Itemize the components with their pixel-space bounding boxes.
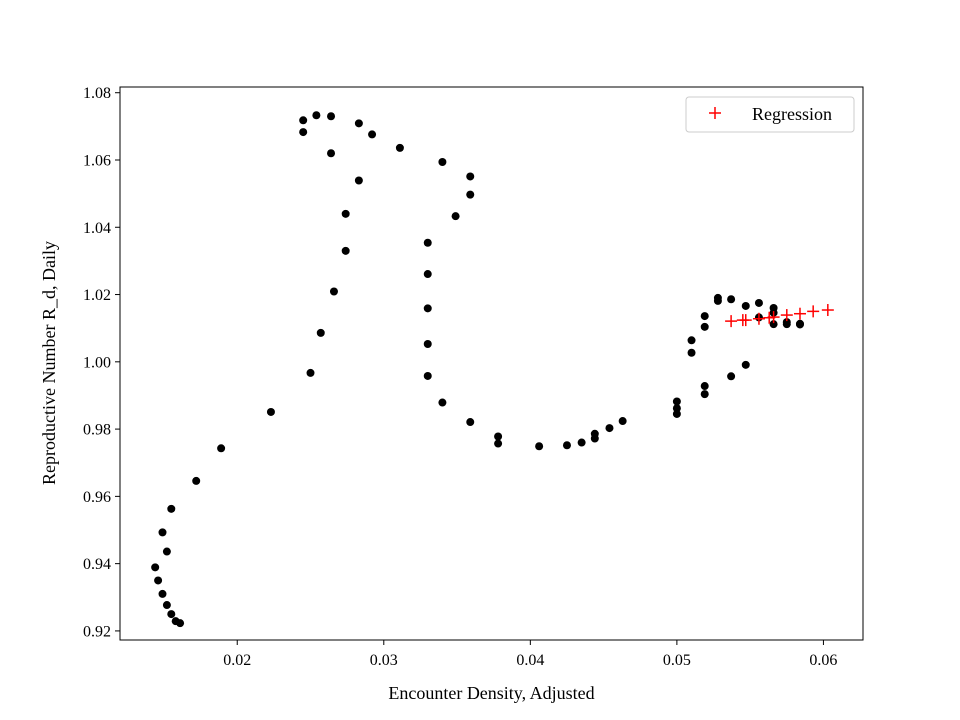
- legend-box: [685, 96, 855, 133]
- data-point: [466, 190, 475, 199]
- data-point: [782, 318, 791, 327]
- x-tick-label: 0.04: [516, 652, 544, 669]
- data-point: [329, 287, 338, 296]
- y-tick-label: 1.08: [83, 85, 111, 102]
- data-point: [354, 119, 363, 128]
- data-point: [327, 149, 336, 158]
- regression-point: [793, 307, 806, 320]
- legend-plus-marker: [709, 107, 721, 119]
- x-tick-label: 0.03: [370, 652, 398, 669]
- y-tick-label: 0.96: [83, 489, 111, 506]
- data-point: [700, 382, 709, 391]
- data-point: [672, 397, 681, 406]
- data-point: [741, 301, 750, 310]
- data-point: [687, 348, 696, 357]
- data-point: [327, 112, 336, 121]
- regression-point: [752, 312, 765, 325]
- data-point: [590, 429, 599, 438]
- data-point: [423, 339, 432, 348]
- data-point: [727, 372, 736, 381]
- data-point: [672, 404, 681, 413]
- data-point: [466, 172, 475, 181]
- data-point: [741, 360, 750, 369]
- data-point: [618, 417, 627, 426]
- regression-point: [807, 305, 820, 318]
- data-points: [151, 111, 834, 628]
- data-point: [368, 130, 377, 139]
- y-tick-label: 1.06: [83, 152, 111, 169]
- plot-area: [119, 86, 864, 641]
- y-tick-label: 1.04: [83, 220, 111, 237]
- data-point: [341, 209, 350, 218]
- data-point: [754, 298, 763, 307]
- data-point: [423, 270, 432, 279]
- data-point: [451, 212, 460, 221]
- data-point: [769, 320, 778, 329]
- regression-point: [780, 309, 793, 322]
- data-point: [151, 563, 160, 572]
- data-point: [341, 246, 350, 255]
- data-point: [167, 610, 176, 619]
- data-point: [423, 238, 432, 247]
- data-point: [795, 319, 804, 328]
- y-tick-label: 0.94: [83, 556, 111, 573]
- x-axis-title: Encounter Density, Adjusted: [388, 683, 594, 703]
- data-point: [171, 617, 180, 626]
- data-point: [316, 328, 325, 337]
- data-point: [162, 547, 171, 556]
- data-point: [438, 398, 447, 407]
- data-point: [217, 444, 226, 453]
- data-point: [154, 576, 163, 585]
- y-tick-label: 1.02: [83, 287, 111, 304]
- data-point: [438, 158, 447, 167]
- data-point: [299, 116, 308, 125]
- regression-point: [725, 315, 738, 328]
- data-point: [162, 601, 171, 610]
- x-tick-label: 0.06: [809, 652, 837, 669]
- data-point: [700, 312, 709, 321]
- data-point: [167, 504, 176, 513]
- data-point: [354, 176, 363, 185]
- data-point: [494, 432, 503, 441]
- data-point: [727, 295, 736, 304]
- x-axis: 0.02 0.03 0.04 0.05 0.06: [223, 640, 837, 669]
- legend-label: Regression: [752, 104, 832, 124]
- data-point: [466, 418, 475, 427]
- y-tick-label: 0.92: [83, 623, 111, 640]
- data-point: [562, 441, 571, 450]
- data-point: [312, 111, 321, 120]
- y-tick-label: 1.00: [83, 354, 111, 371]
- legend-plus-icon: [709, 107, 721, 119]
- regression-point: [821, 304, 834, 317]
- regression-point: [739, 314, 752, 327]
- data-point: [192, 476, 201, 485]
- data-point: [687, 336, 696, 345]
- x-tick-label: 0.02: [223, 652, 251, 669]
- data-point: [299, 128, 308, 137]
- legend: Regression: [685, 96, 855, 133]
- data-point: [577, 438, 586, 447]
- regression-point: [767, 311, 780, 324]
- data-point: [605, 424, 614, 433]
- data-point: [158, 589, 167, 598]
- y-tick-label: 0.98: [83, 422, 111, 439]
- data-point: [158, 528, 167, 537]
- data-point: [700, 390, 709, 399]
- data-point: [306, 368, 315, 377]
- data-point: [672, 409, 681, 418]
- y-axis: 0.92 0.94 0.96 0.98 1.00 1.02 1.04 1.06 1.08: [83, 85, 120, 640]
- data-point: [494, 439, 503, 448]
- x-tick-label: 0.05: [663, 652, 691, 669]
- data-point: [395, 143, 404, 152]
- data-point: [700, 322, 709, 331]
- data-point: [266, 407, 275, 416]
- data-point: [535, 442, 544, 451]
- data-point: [713, 293, 722, 302]
- data-point: [423, 304, 432, 313]
- data-point: [423, 371, 432, 380]
- y-axis-title: Reproductive Number R_d, Daily: [39, 241, 59, 485]
